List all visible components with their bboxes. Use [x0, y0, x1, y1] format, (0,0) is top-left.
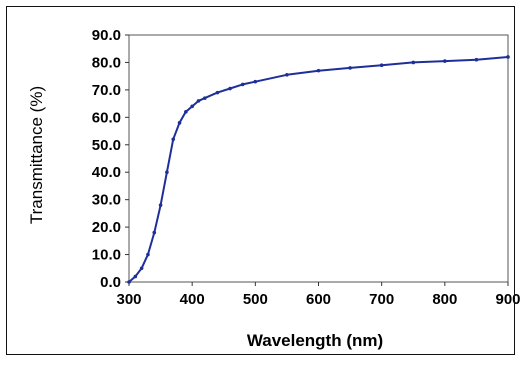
data-point: [158, 203, 163, 207]
data-point: [133, 274, 138, 279]
y-tick-label: 80.0: [92, 54, 121, 71]
data-point: [253, 79, 258, 84]
x-axis-title: Wavelength (nm): [247, 331, 383, 350]
x-tick-label: 600: [306, 291, 331, 308]
y-tick-label: 70.0: [92, 82, 121, 99]
y-axis-ticks: 0.0 10.0 20.0 30.0 40.0 50.0 60.0 70.0 80.0 90.0: [92, 27, 129, 291]
y-tick-label: 40.0: [92, 164, 121, 181]
data-point: [285, 72, 289, 77]
data-point: [203, 96, 207, 100]
data-point: [348, 66, 352, 70]
data-point: [443, 59, 447, 63]
data-point: [411, 60, 416, 65]
y-tick-label: 10.0: [92, 247, 121, 264]
y-tick-label: 50.0: [92, 137, 121, 154]
data-point: [152, 230, 157, 235]
y-tick-label: 0.0: [100, 274, 121, 291]
chart-frame: [6, 6, 515, 355]
y-tick-label: 20.0: [92, 219, 121, 236]
data-point: [215, 90, 220, 95]
x-tick-label: 800: [432, 291, 457, 308]
x-tick-label: 300: [116, 291, 141, 308]
data-point: [379, 63, 384, 67]
x-tick-label: 500: [243, 291, 268, 308]
data-point: [316, 68, 321, 73]
data-point: [177, 121, 182, 125]
data-point: [139, 266, 144, 271]
data-point: [146, 252, 150, 257]
y-tick-label: 60.0: [92, 109, 121, 126]
data-point: [474, 57, 479, 62]
series-layer: [127, 55, 510, 284]
data-point: [127, 280, 131, 284]
y-axis-title: Transmittance (%): [27, 86, 46, 224]
data-point: [240, 82, 245, 87]
y-tick-label: 90.0: [92, 27, 121, 44]
data-point: [228, 86, 232, 91]
data-point: [196, 99, 201, 103]
data-point: [184, 110, 188, 114]
data-point: [171, 137, 176, 142]
y-tick-label: 30.0: [92, 192, 121, 209]
x-tick-label: 400: [180, 291, 205, 308]
data-point: [190, 104, 194, 109]
x-tick-label: 700: [369, 291, 394, 308]
data-point: [506, 55, 510, 59]
data-point: [165, 170, 169, 175]
